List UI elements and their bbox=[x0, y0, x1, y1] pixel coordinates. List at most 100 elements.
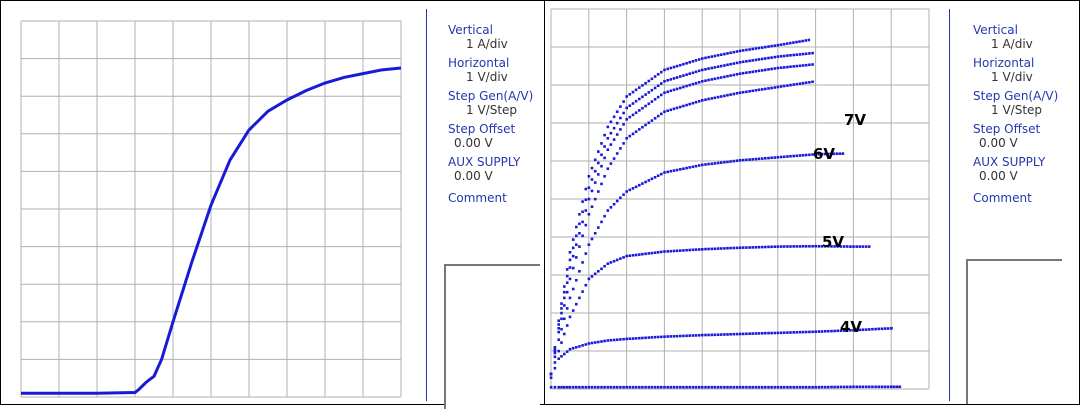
right-comment-box[interactable] bbox=[966, 259, 1062, 404]
series-4-point bbox=[679, 105, 682, 109]
series-4-point bbox=[767, 87, 770, 90]
series-3-point bbox=[697, 164, 701, 167]
series-4-point bbox=[675, 106, 679, 110]
series-1-point bbox=[688, 334, 691, 337]
series-1-point bbox=[663, 335, 666, 338]
series-7-point bbox=[615, 110, 619, 113]
left-comment-box[interactable] bbox=[444, 264, 540, 409]
series-4-point bbox=[707, 97, 710, 101]
series-5-point bbox=[615, 133, 619, 136]
series-6-point bbox=[688, 72, 691, 75]
left-step-gen-label: Step Gen(A/V) bbox=[448, 89, 534, 103]
series-0-point bbox=[563, 385, 566, 389]
series-0-point bbox=[628, 385, 632, 389]
series-0-point bbox=[886, 385, 890, 389]
right-info-panel: Vertical 1 A/div Horizontal 1 V/div Step G… bbox=[973, 23, 1058, 210]
series-7-point bbox=[726, 52, 729, 55]
right-panel-divider bbox=[949, 9, 950, 401]
series-1-point bbox=[584, 343, 588, 346]
left-chart-curve bbox=[21, 66, 402, 395]
series-7-point bbox=[679, 63, 682, 67]
series-2-point bbox=[571, 309, 575, 312]
series-6-point bbox=[634, 99, 638, 103]
series-4-point bbox=[735, 92, 739, 95]
series-7-point bbox=[647, 79, 651, 83]
series-5-point bbox=[679, 86, 682, 90]
series-7-point bbox=[650, 77, 654, 81]
series-1-point bbox=[590, 341, 594, 345]
series-6-point bbox=[600, 153, 603, 157]
series-6-point bbox=[615, 121, 619, 125]
series-6-point bbox=[697, 69, 701, 73]
left-panel-divider bbox=[426, 9, 427, 401]
series-3-point bbox=[760, 157, 764, 160]
series-0-point bbox=[557, 385, 560, 389]
series-7-point bbox=[785, 42, 789, 45]
series-5-point bbox=[641, 106, 644, 110]
series-6-point bbox=[571, 246, 575, 250]
series-3-point bbox=[606, 209, 610, 212]
left-chart bbox=[20, 20, 402, 398]
series-7-point bbox=[663, 68, 666, 72]
series-3-point bbox=[707, 162, 710, 166]
series-5-point bbox=[729, 74, 732, 77]
series-4-point bbox=[685, 103, 688, 107]
series-5-point bbox=[578, 232, 581, 235]
series-2-point bbox=[615, 258, 619, 262]
right-step-gen-value: 1 V/Step bbox=[991, 103, 1043, 117]
series-7-point bbox=[789, 41, 792, 45]
series-7-point bbox=[735, 50, 739, 53]
series-5-point bbox=[767, 68, 770, 71]
series-2-point bbox=[575, 302, 578, 306]
series-4-point bbox=[757, 88, 761, 92]
series-6-point bbox=[660, 82, 663, 85]
series-2-point bbox=[814, 244, 817, 248]
series-6-point bbox=[767, 56, 770, 60]
series-5-point bbox=[779, 66, 783, 69]
series-2-point bbox=[786, 245, 789, 248]
series-5-point bbox=[748, 71, 751, 74]
series-3-point bbox=[653, 176, 657, 179]
series-0-point bbox=[792, 385, 795, 389]
series-3-point bbox=[638, 183, 641, 187]
series-6-point bbox=[801, 52, 805, 56]
series-1-point bbox=[691, 334, 695, 337]
left-chart-grid bbox=[20, 20, 402, 398]
series-3-point bbox=[735, 159, 739, 162]
series-4-point bbox=[571, 266, 575, 270]
series-0-point bbox=[587, 385, 591, 389]
series-5-point bbox=[697, 81, 701, 84]
series-2-point bbox=[842, 245, 846, 248]
series-6-point bbox=[707, 67, 710, 70]
series-6-point bbox=[578, 222, 581, 226]
series-7-point bbox=[669, 66, 673, 70]
series-0-point bbox=[697, 385, 701, 389]
series-4-point bbox=[748, 90, 751, 93]
series-1-point bbox=[641, 336, 644, 340]
series-3-point bbox=[694, 164, 698, 168]
series-3-point bbox=[666, 170, 669, 174]
series-7-point bbox=[622, 100, 625, 103]
series-7-point bbox=[685, 62, 688, 65]
series-4-point bbox=[719, 95, 723, 98]
series-1-point bbox=[553, 366, 557, 370]
series-3-point bbox=[808, 153, 811, 157]
series-4-point bbox=[606, 167, 610, 170]
series-0-point bbox=[760, 385, 764, 389]
series-0-point bbox=[830, 385, 833, 389]
series-6-point bbox=[563, 290, 566, 294]
series-1-point bbox=[597, 340, 600, 344]
series-1-point bbox=[732, 332, 736, 336]
series-1-point bbox=[814, 330, 817, 333]
series-1-point bbox=[745, 332, 748, 336]
series-3-point bbox=[770, 156, 773, 160]
series-0-point bbox=[735, 385, 739, 389]
series-0-point bbox=[619, 385, 622, 389]
series-6-point bbox=[729, 62, 732, 66]
series-7-point bbox=[754, 47, 758, 50]
series-6-point bbox=[653, 86, 657, 90]
series-4-point bbox=[732, 92, 736, 96]
series-0-point bbox=[892, 385, 896, 389]
series-5-point bbox=[619, 128, 622, 131]
series-1-point bbox=[845, 329, 849, 332]
